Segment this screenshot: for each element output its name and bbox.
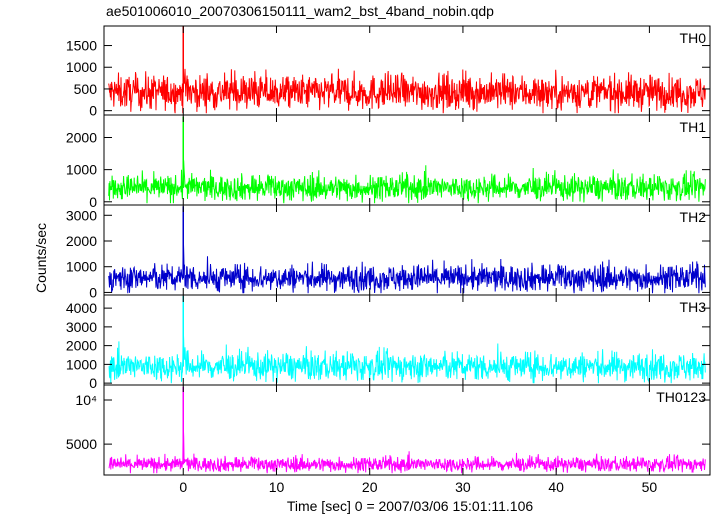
y-tick-label: 4000	[66, 300, 97, 316]
y-tick-label: 1500	[66, 38, 97, 54]
panel-label-th2: TH2	[680, 209, 707, 225]
panel-th3: 0 1000 2000 3000 4000 TH3	[66, 294, 711, 391]
y-tick-label: 3000	[66, 319, 97, 335]
light-curve-th0123	[108, 423, 706, 474]
panel-th1: 0 1000 2000 TH1	[66, 114, 711, 210]
x-tick-label: 20	[362, 479, 378, 495]
y-axis-label: Counts/sec	[33, 223, 49, 293]
panel-frame	[103, 294, 711, 386]
y-tick-label: 2000	[66, 338, 97, 354]
panel-label-th1: TH1	[680, 119, 707, 135]
panel-frame	[103, 384, 711, 476]
x-axis-label: Time [sec] 0 = 2007/03/06 15:01:11.106	[287, 498, 534, 514]
x-tick-label: 30	[455, 479, 471, 495]
x-tick-label: 0	[179, 479, 187, 495]
y-tick-label: 3000	[66, 207, 97, 223]
y-tick-label: 10⁴	[75, 392, 97, 408]
y-tick-label: 2000	[66, 130, 97, 146]
light-curve-th1	[108, 157, 706, 204]
y-tick-label: 5000	[66, 436, 97, 452]
y-tick-label: 0	[89, 375, 97, 391]
light-curve-th3	[108, 327, 706, 384]
panel-th0: 0 500 1000 1500 TH0	[66, 25, 711, 119]
x-tick-label: 40	[548, 479, 564, 495]
y-tick-label: 1000	[66, 356, 97, 372]
y-tick-label: 500	[74, 81, 98, 97]
light-curve-th0	[108, 57, 706, 114]
panel-label-th0: TH0	[680, 30, 707, 46]
y-tick-label: 1000	[66, 259, 97, 275]
light-curve-th2	[108, 233, 706, 294]
panel-th0123: 5000 10⁴ TH0123	[66, 384, 711, 476]
x-tick-label: 50	[642, 479, 658, 495]
y-tick-label: 0	[89, 284, 97, 300]
panel-th2: 0 1000 2000 3000 TH2	[66, 204, 711, 300]
y-tick-label: 1000	[66, 59, 97, 75]
y-tick-label: 0	[89, 103, 97, 119]
y-tick-label: 1000	[66, 162, 97, 178]
panel-label-th3: TH3	[680, 299, 707, 315]
panel-label-th0123: TH0123	[656, 389, 706, 405]
y-tick-label: 0	[89, 194, 97, 210]
chart-title: ae501006010_20070306150111_wam2_bst_4ban…	[106, 3, 494, 19]
y-tick-label: 2000	[66, 233, 97, 249]
x-tick-label: 10	[269, 479, 285, 495]
